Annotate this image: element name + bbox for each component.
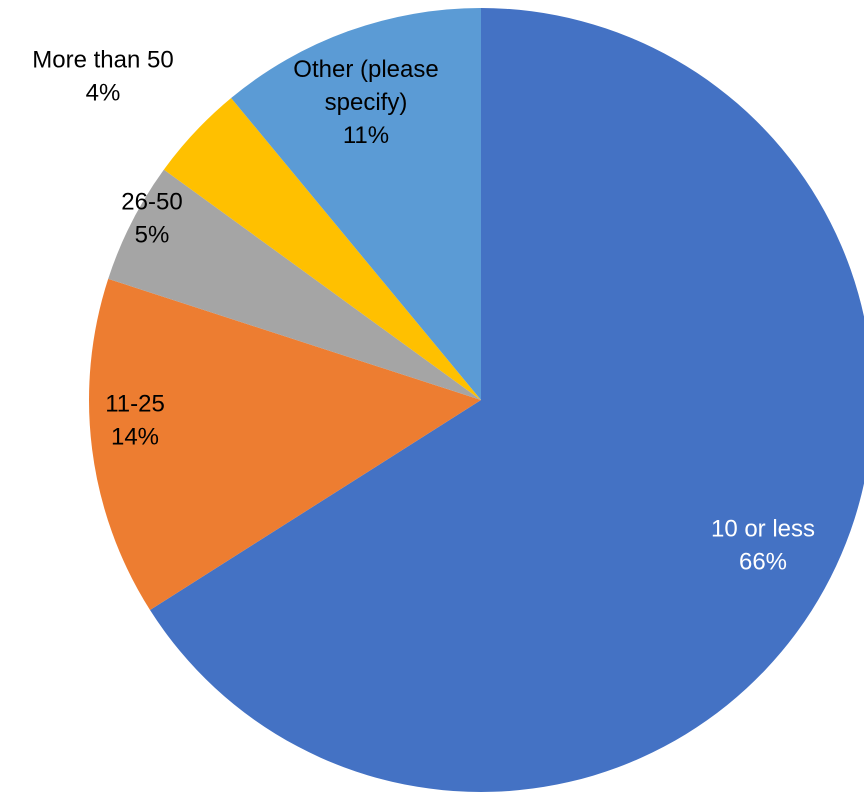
pie-category-label: 26-50 [121, 189, 182, 216]
pie-value-label: 5% [135, 222, 170, 249]
pie-category-label: 10 or less [711, 516, 815, 543]
pie-value-label: 66% [739, 549, 787, 576]
pie-data-label: Other (please specify) 11% [293, 56, 438, 149]
pie-slice-26-50 [108, 169, 481, 400]
pie-value-label: 14% [111, 424, 159, 451]
pie-slice-10-or-less [150, 8, 864, 792]
pie-category-label: specify) [325, 89, 408, 116]
pie-value-label: 4% [86, 80, 121, 107]
pie-category-label: More than 50 [32, 47, 173, 74]
pie-data-label: 26-50 5% [121, 189, 182, 249]
pie-data-labels: 10 or less 66% 11-25 14% 26-50 5% More than 50… [32, 47, 815, 576]
pie-data-label: 11-25 14% [105, 391, 165, 451]
pie-value-label: 11% [343, 122, 389, 149]
pie-category-label: Other (please [293, 56, 438, 83]
pie-slice-other-please-specify [231, 8, 481, 400]
pie-slice-11-25 [89, 278, 481, 611]
pie-category-label: 11-25 [105, 391, 165, 418]
pie-data-label: 10 or less 66% [711, 516, 815, 576]
pie-slices [89, 8, 864, 792]
pie-slice-more-than-50 [163, 97, 481, 401]
pie-data-label: More than 50 4% [32, 47, 173, 107]
